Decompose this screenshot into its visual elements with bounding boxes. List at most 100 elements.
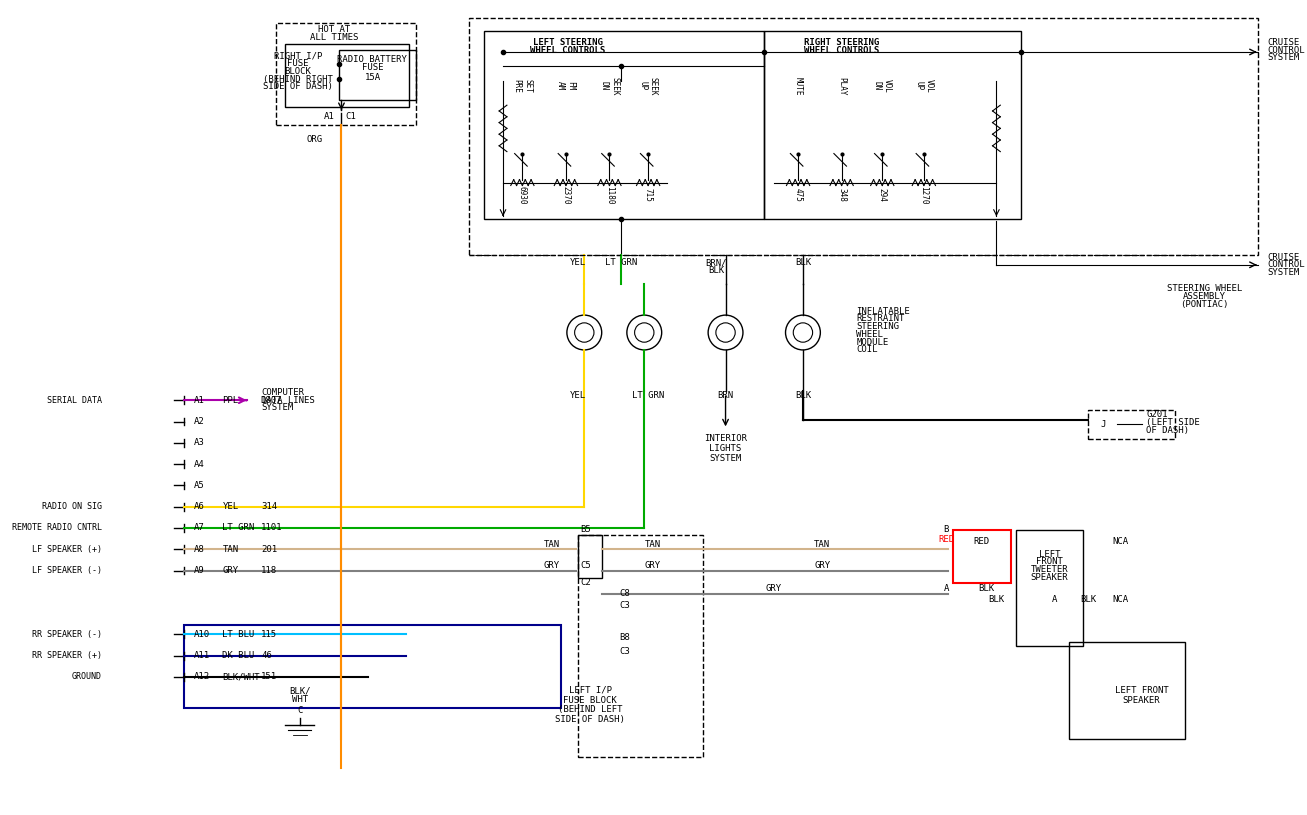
Text: GROUND: GROUND — [72, 672, 102, 681]
Text: A12: A12 — [193, 672, 209, 681]
Text: RIGHT STEERING: RIGHT STEERING — [804, 37, 880, 46]
Text: SIDE OF DASH): SIDE OF DASH) — [263, 82, 333, 91]
Text: SYSTEM: SYSTEM — [710, 454, 741, 463]
Text: A2: A2 — [193, 417, 204, 426]
Text: 1180: 1180 — [605, 186, 614, 205]
Text: 15A: 15A — [365, 73, 380, 82]
Text: GRY: GRY — [644, 562, 661, 570]
Text: FUSE: FUSE — [362, 63, 383, 72]
Text: LT BLU: LT BLU — [222, 630, 255, 639]
Text: SEEK
DN: SEEK DN — [600, 77, 620, 95]
Text: VOL
UP: VOL UP — [914, 79, 933, 93]
Text: SYSTEM: SYSTEM — [1268, 53, 1299, 62]
Text: LF SPEAKER (+): LF SPEAKER (+) — [31, 544, 102, 553]
Text: LEFT STEERING: LEFT STEERING — [533, 37, 603, 46]
Text: NCA: NCA — [1112, 537, 1129, 546]
Text: MUTE: MUTE — [793, 77, 802, 95]
Text: YEL: YEL — [570, 258, 586, 267]
Bar — [765, 31, 1021, 219]
Text: GRY: GRY — [814, 562, 830, 570]
Text: RED: RED — [974, 537, 989, 546]
Text: 1807: 1807 — [261, 396, 282, 405]
Text: SYSTEM: SYSTEM — [261, 403, 293, 412]
Text: WHEEL: WHEEL — [856, 330, 884, 339]
Text: 201: 201 — [261, 544, 277, 553]
Text: (PONTIAC): (PONTIAC) — [1180, 300, 1229, 309]
Text: RED: RED — [938, 535, 954, 544]
Text: RR SPEAKER (+): RR SPEAKER (+) — [31, 651, 102, 660]
Text: A3: A3 — [193, 438, 204, 447]
Text: C: C — [297, 707, 302, 716]
Text: CONTROL: CONTROL — [1268, 260, 1304, 269]
Text: C5: C5 — [580, 562, 591, 570]
Text: BRN/: BRN/ — [704, 258, 727, 267]
Text: GRY: GRY — [766, 584, 782, 593]
Text: STEERING WHEEL: STEERING WHEEL — [1167, 284, 1242, 293]
Text: BLK: BLK — [979, 584, 995, 593]
Bar — [1089, 410, 1175, 439]
Text: COMPUTER: COMPUTER — [261, 388, 305, 397]
Text: A10: A10 — [193, 630, 209, 639]
Text: FUSE: FUSE — [288, 59, 308, 68]
Text: BLK: BLK — [795, 391, 812, 400]
Text: (BEHIND RIGHT: (BEHIND RIGHT — [263, 74, 333, 84]
Bar — [578, 535, 601, 579]
Text: WHEEL CONTROLS: WHEEL CONTROLS — [531, 46, 605, 55]
Text: NCA: NCA — [1112, 595, 1129, 604]
Text: COIL: COIL — [856, 346, 877, 355]
Text: CONTROL: CONTROL — [1268, 46, 1304, 55]
Text: VOL
DN: VOL DN — [873, 79, 891, 93]
Text: C3: C3 — [620, 601, 630, 610]
Text: REMOTE RADIO CNTRL: REMOTE RADIO CNTRL — [12, 523, 102, 532]
Text: G201: G201 — [1146, 410, 1168, 419]
Text: 475: 475 — [793, 188, 802, 202]
Text: BLK/: BLK/ — [289, 687, 311, 696]
Text: SIDE OF DASH): SIDE OF DASH) — [555, 715, 625, 724]
Text: RR SPEAKER (-): RR SPEAKER (-) — [31, 630, 102, 639]
Text: 715: 715 — [643, 188, 652, 202]
Text: LEFT FRONT: LEFT FRONT — [1115, 686, 1168, 695]
Text: DK BLU: DK BLU — [222, 651, 255, 660]
Text: INTERIOR: INTERIOR — [704, 434, 748, 443]
Text: A6: A6 — [193, 502, 204, 511]
Text: A4: A4 — [193, 460, 204, 469]
Text: C8: C8 — [620, 589, 630, 598]
Text: LF SPEAKER (-): LF SPEAKER (-) — [31, 566, 102, 575]
Text: 2370: 2370 — [562, 186, 570, 205]
Bar — [1016, 530, 1084, 646]
Text: RADIO ON SIG: RADIO ON SIG — [42, 502, 102, 511]
Text: GRY: GRY — [544, 562, 559, 570]
Text: 314: 314 — [261, 502, 277, 511]
Text: A9: A9 — [193, 566, 204, 575]
Text: ORG: ORG — [306, 134, 323, 143]
Bar — [484, 31, 765, 219]
Text: ASSEMBLY: ASSEMBLY — [1183, 293, 1226, 302]
Text: (LEFT SIDE: (LEFT SIDE — [1146, 418, 1200, 427]
Text: RADIO BATTERY: RADIO BATTERY — [337, 55, 408, 64]
Text: B8: B8 — [620, 632, 630, 641]
Text: CRUISE: CRUISE — [1268, 253, 1299, 262]
Text: RESTRAINT: RESTRAINT — [856, 315, 904, 324]
Text: SEEK
UP: SEEK UP — [638, 77, 657, 95]
Text: ALL TIMES: ALL TIMES — [310, 33, 358, 42]
Text: PLAY: PLAY — [838, 77, 846, 95]
Text: YEL: YEL — [222, 502, 239, 511]
Text: A1: A1 — [193, 396, 204, 405]
Text: BLK/WHT: BLK/WHT — [222, 672, 260, 681]
Text: SET
PRE: SET PRE — [512, 79, 532, 93]
Text: BRN: BRN — [718, 391, 733, 400]
Text: BLOCK: BLOCK — [285, 67, 311, 76]
Text: C3: C3 — [620, 647, 630, 656]
Text: TAN: TAN — [644, 540, 661, 548]
Text: SYSTEM: SYSTEM — [1268, 268, 1299, 277]
Text: FM
AM: FM AM — [557, 82, 575, 90]
Text: LEFT I/P: LEFT I/P — [569, 686, 612, 695]
Text: A: A — [944, 584, 949, 593]
Text: GRY: GRY — [222, 566, 239, 575]
Text: BLK: BLK — [795, 258, 812, 267]
Text: LEFT: LEFT — [1039, 549, 1060, 558]
Text: 294: 294 — [878, 188, 886, 202]
Bar — [953, 530, 1010, 583]
Text: LT GRN: LT GRN — [605, 258, 638, 267]
Text: TAN: TAN — [222, 544, 239, 553]
